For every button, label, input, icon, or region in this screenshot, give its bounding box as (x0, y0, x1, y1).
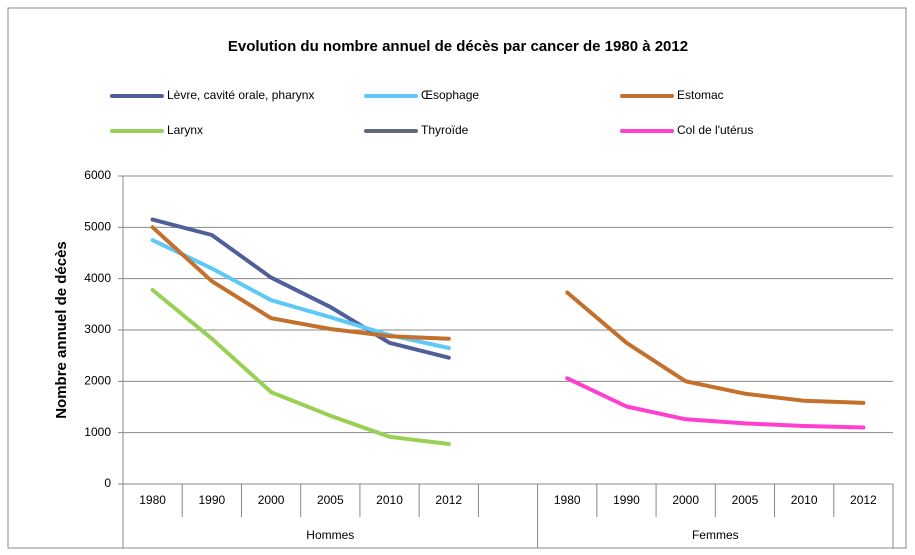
y-tick-label: 0 (104, 476, 111, 490)
legend-label: Col de l'utérus (677, 123, 753, 137)
y-tick-label: 3000 (84, 322, 111, 336)
legend-label: Œsophage (421, 88, 479, 102)
y-axis-title: Nombre annuel de décès (53, 241, 70, 419)
legend-label: Estomac (677, 88, 724, 102)
x-tick-label: 1980 (554, 493, 581, 507)
legend-label: Lèvre, cavité orale, pharynx (167, 88, 314, 102)
series-line (565, 376, 866, 430)
series-line (150, 217, 451, 360)
x-tick-label: 2010 (376, 493, 403, 507)
chart-title: Evolution du nombre annuel de décès par … (228, 38, 688, 55)
x-tick-label: 1990 (613, 493, 640, 507)
x-tick-label: 2012 (435, 493, 462, 507)
x-tick-label: 2012 (850, 493, 877, 507)
y-tick-label: 4000 (84, 271, 111, 285)
series-line (150, 225, 866, 405)
group-label: Femmes (692, 528, 739, 542)
legend-label: Larynx (167, 123, 203, 137)
y-tick-label: 2000 (84, 374, 111, 388)
group-label: Hommes (306, 528, 354, 542)
x-tick-label: 2005 (732, 493, 759, 507)
x-tick-label: 1990 (198, 493, 225, 507)
x-tick-label: 1980 (139, 493, 166, 507)
legend-label: Thyroïde (421, 123, 469, 137)
x-tick-label: 2010 (791, 493, 818, 507)
x-tick-label: 2000 (672, 493, 699, 507)
y-tick-label: 1000 (84, 425, 111, 439)
x-tick-label: 2000 (258, 493, 285, 507)
series-line (150, 288, 451, 446)
y-tick-label: 6000 (84, 168, 111, 182)
x-tick-label: 2005 (317, 493, 344, 507)
y-tick-label: 5000 (84, 220, 111, 234)
